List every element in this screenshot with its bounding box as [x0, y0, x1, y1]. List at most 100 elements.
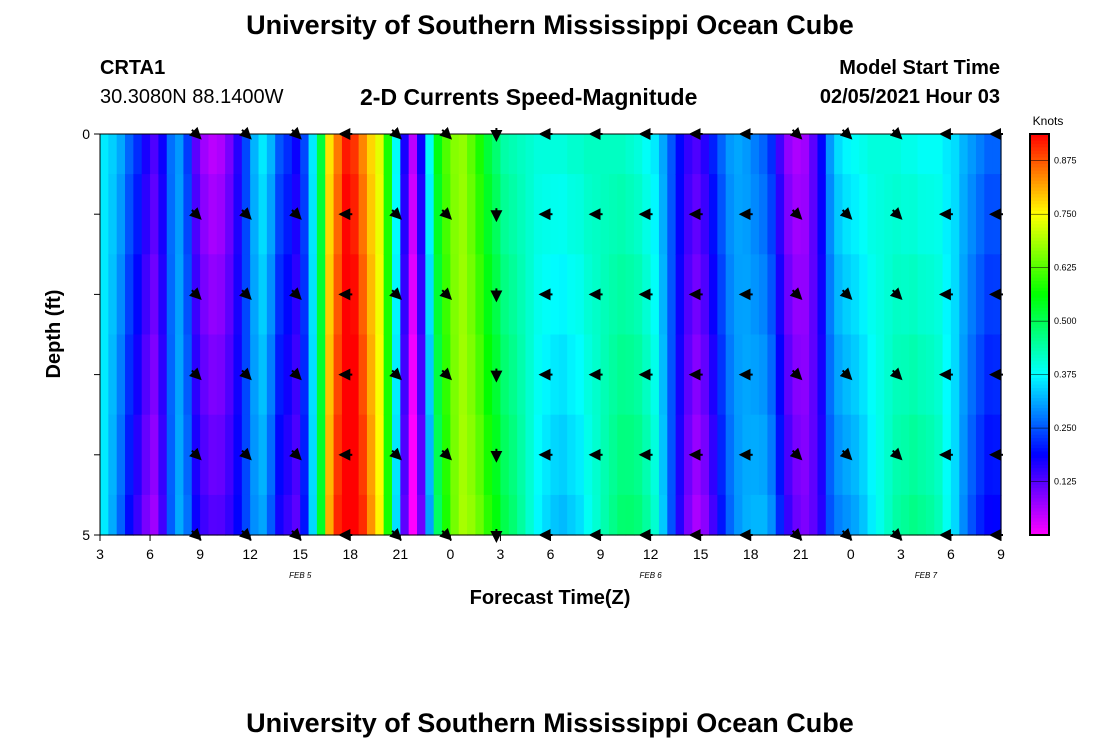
heatmap-cell: [166, 334, 176, 416]
x-tick-label: 12: [242, 546, 258, 562]
colorbar-tick-label: 0.375: [1054, 370, 1077, 380]
heatmap-cell: [767, 174, 777, 255]
heatmap-cell: [700, 414, 710, 496]
x-tick-label: 3: [897, 546, 905, 562]
colorbar-segment: [1030, 307, 1049, 312]
current-arrow: [889, 367, 903, 381]
heatmap-cell: [467, 254, 477, 336]
heatmap-cell: [125, 334, 134, 416]
heatmap-cell: [467, 494, 477, 536]
colorbar-segment: [1030, 471, 1049, 476]
heatmap-cell: [658, 414, 668, 496]
heatmap-cell: [500, 134, 510, 175]
colorbar-segment: [1030, 488, 1049, 493]
heatmap-cell: [350, 494, 360, 536]
heatmap-cell: [508, 134, 518, 175]
heatmap-cell: [175, 174, 185, 255]
heatmap-cell: [934, 494, 944, 536]
heatmap-cell: [867, 494, 877, 536]
heatmap-cell: [183, 134, 193, 175]
heatmap-cell: [734, 254, 743, 336]
heatmap-cell: [809, 494, 819, 536]
heatmap-cell: [308, 174, 318, 255]
heatmap-cell: [767, 254, 777, 336]
colorbar-segment: [1030, 317, 1049, 322]
heatmap-cell: [834, 134, 844, 175]
colorbar-tick-label: 0.750: [1054, 209, 1077, 219]
current-arrow: [188, 447, 202, 461]
heatmap-cell: [734, 494, 743, 536]
heatmap-cell: [625, 334, 635, 416]
colorbar-segment: [1030, 217, 1049, 222]
heatmap-cell: [800, 254, 810, 336]
heatmap-cell: [517, 134, 527, 175]
heatmap-cell: [391, 494, 401, 536]
colorbar-segment: [1030, 267, 1049, 272]
heatmap-cell: [550, 134, 560, 175]
heatmap-cell: [258, 494, 268, 536]
heatmap-cell: [700, 494, 710, 536]
colorbar-segment: [1030, 461, 1049, 466]
colorbar-segment: [1030, 377, 1049, 382]
heatmap-cell: [575, 494, 585, 536]
x-tick-label: 6: [947, 546, 955, 562]
colorbar-segment: [1030, 250, 1049, 255]
heatmap-cell: [100, 254, 109, 336]
heatmap-cell: [850, 174, 860, 255]
heatmap-cell: [366, 134, 376, 175]
x-tick-label: 0: [847, 546, 855, 562]
current-arrow: [239, 207, 252, 220]
heatmap-cell: [859, 174, 869, 255]
x-tick-label: 3: [96, 546, 104, 562]
colorbar-segment: [1030, 474, 1049, 479]
x-tick-label: 9: [597, 546, 605, 562]
heatmap-cell: [683, 494, 693, 536]
colorbar-segment: [1030, 344, 1049, 349]
heatmap-cell: [341, 494, 351, 536]
heatmap-cell: [108, 414, 118, 496]
heatmap-cell: [850, 414, 860, 496]
colorbar-segment: [1030, 297, 1049, 302]
heatmap-cell: [400, 174, 410, 255]
heatmap-cell: [775, 494, 785, 536]
heatmap-cell: [425, 134, 435, 175]
heatmap-cell: [450, 414, 460, 496]
colorbar-segment: [1030, 174, 1049, 179]
heatmap-cell: [717, 134, 727, 175]
colorbar-segment: [1030, 331, 1049, 336]
heatmap-cell: [333, 334, 343, 416]
colorbar-tick-label: 0.500: [1054, 316, 1077, 326]
heatmap-cell: [200, 334, 210, 416]
colorbar-segment: [1030, 354, 1049, 359]
heatmap-cell: [817, 134, 827, 175]
heatmap-cell: [475, 494, 485, 536]
heatmap-cell: [483, 334, 493, 416]
heatmap-cell: [266, 254, 276, 336]
heatmap-cell: [166, 134, 176, 175]
heatmap-cell: [325, 494, 335, 536]
heatmap-cell: [175, 494, 185, 536]
heatmap-cell: [717, 494, 727, 536]
heatmap-cell: [100, 494, 109, 536]
heatmap-cell: [817, 254, 827, 336]
heatmap-cell: [683, 254, 693, 336]
heatmap-cell: [125, 134, 134, 175]
heatmap-cell: [600, 494, 610, 536]
heatmap-cell: [859, 494, 869, 536]
heatmap-cell: [650, 334, 660, 416]
heatmap-cell: [200, 494, 210, 536]
heatmap-cell: [700, 334, 710, 416]
heatmap-cell: [917, 334, 927, 416]
heatmap-cell: [283, 174, 293, 255]
heatmap-cell: [617, 254, 627, 336]
heatmap-cell: [617, 174, 627, 255]
heatmap-cell: [500, 174, 510, 255]
heatmap-cell: [233, 174, 243, 255]
heatmap-cell: [533, 254, 543, 336]
colorbar-segment: [1030, 284, 1049, 289]
heatmap-cell: [108, 334, 118, 416]
heatmap-cell: [909, 134, 919, 175]
heatmap-cell: [633, 134, 643, 175]
station-coordinates: 30.3080N 88.1400W: [100, 86, 284, 108]
heatmap-cell: [417, 174, 426, 255]
